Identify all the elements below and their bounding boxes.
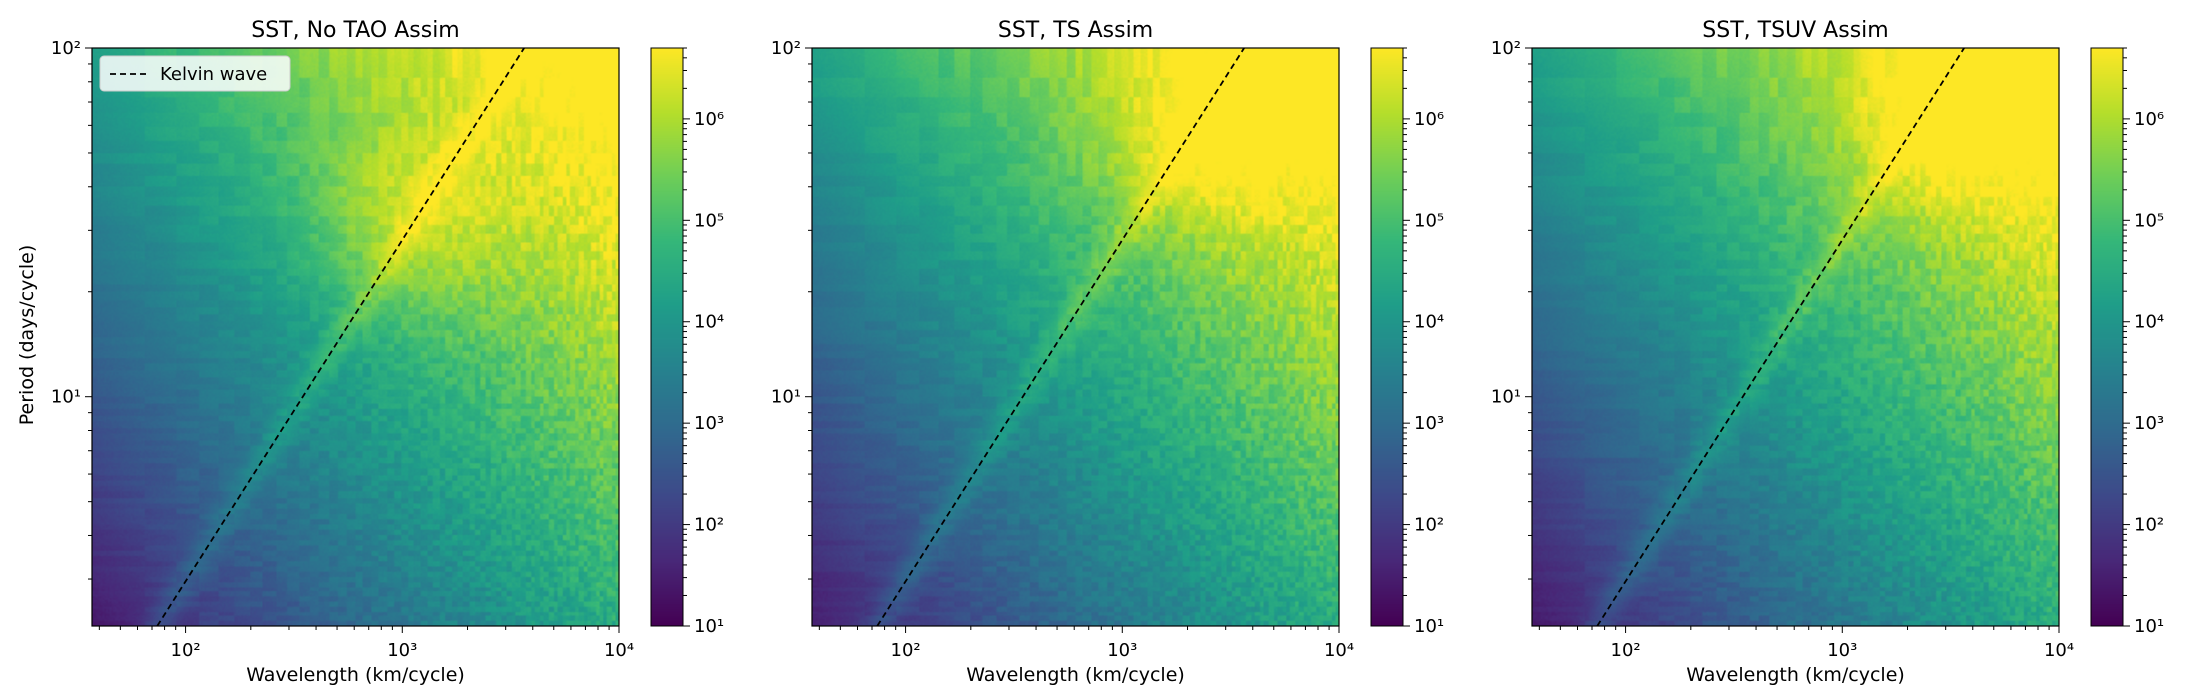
panel-2: 10² 10³ 10⁴ 10¹ 10² SST, TS Assim Wavelength (… bbox=[771, 18, 1444, 686]
heatmap-image bbox=[92, 48, 619, 626]
colorbar-tick-label: 10¹ bbox=[1414, 616, 1444, 637]
colorbar-tick-label: 10³ bbox=[1414, 413, 1444, 434]
x-tick-label: 10³ bbox=[387, 640, 417, 661]
panel-3: 10² 10³ 10⁴ 10¹ 10² SST, TSUV Assim Wavelength… bbox=[1491, 18, 2164, 686]
figure-ylabel: Period (days/cycle) bbox=[16, 245, 38, 425]
colorbar: 10¹ 10² 10³ 10⁴ 10⁵ 10⁶ bbox=[1370, 47, 1444, 637]
colorbar-tick-label: 10⁴ bbox=[1414, 312, 1444, 333]
colorbar-tick-label: 10⁴ bbox=[694, 312, 724, 333]
colorbar-tick-label: 10² bbox=[2134, 515, 2164, 536]
x-axis-label: Wavelength (km/cycle) bbox=[1686, 664, 1905, 686]
legend: Kelvin wave bbox=[99, 55, 291, 92]
colorbar-tick-label: 10⁴ bbox=[2134, 312, 2164, 333]
y-tick-label: 10² bbox=[1491, 38, 1521, 59]
colorbar-tick-label: 10³ bbox=[2134, 413, 2164, 434]
x-axis-label: Wavelength (km/cycle) bbox=[966, 664, 1185, 686]
y-tick-label: 10¹ bbox=[771, 387, 801, 408]
colorbar: 10¹ 10² 10³ 10⁴ 10⁵ 10⁶ bbox=[2090, 47, 2164, 637]
x-axis-label: Wavelength (km/cycle) bbox=[246, 664, 465, 686]
x-tick-label: 10² bbox=[1611, 640, 1641, 661]
colorbar-tick-label: 10⁶ bbox=[1414, 109, 1444, 130]
legend-label: Kelvin wave bbox=[160, 64, 267, 85]
colorbar-tick-label: 10¹ bbox=[2134, 616, 2164, 637]
panel-title: SST, TSUV Assim bbox=[1702, 18, 1888, 43]
panel-title: SST, No TAO Assim bbox=[251, 18, 459, 43]
x-tick-label: 10³ bbox=[1827, 640, 1857, 661]
y-tick-label: 10² bbox=[771, 38, 801, 59]
y-tick-label: 10¹ bbox=[1491, 387, 1521, 408]
x-tick-label: 10⁴ bbox=[2044, 640, 2074, 661]
kelvin-wave-line bbox=[876, 47, 1245, 627]
colorbar-tick-label: 10³ bbox=[694, 413, 724, 434]
colorbar-tick-label: 10² bbox=[694, 515, 724, 536]
axes-frame bbox=[1531, 47, 2060, 627]
kelvin-wave-line bbox=[1596, 47, 1965, 627]
axes-frame bbox=[811, 47, 1340, 627]
y-tick-label: 10² bbox=[51, 38, 81, 59]
x-tick-label: 10⁴ bbox=[604, 640, 634, 661]
colorbar-tick-label: 10⁶ bbox=[694, 109, 724, 130]
heatmap-image bbox=[1532, 48, 2059, 626]
colorbar: 10¹ 10² 10³ 10⁴ 10⁵ 10⁶ bbox=[650, 47, 724, 637]
colorbar-tick-label: 10⁵ bbox=[1414, 210, 1444, 231]
panel-title: SST, TS Assim bbox=[998, 18, 1153, 43]
y-tick-label: 10¹ bbox=[51, 387, 81, 408]
x-tick-label: 10² bbox=[891, 640, 921, 661]
x-tick-label: 10² bbox=[171, 640, 201, 661]
axes-frame bbox=[91, 47, 620, 627]
heatmap-image bbox=[812, 48, 1339, 626]
colorbar-tick-label: 10⁵ bbox=[694, 210, 724, 231]
colorbar-tick-label: 10² bbox=[1414, 515, 1444, 536]
x-tick-label: 10³ bbox=[1107, 640, 1137, 661]
legend-box bbox=[99, 55, 291, 92]
panel-1: 10² 10³ 10⁴ 10¹ 10² SST, No TAO Assim Waveleng… bbox=[51, 18, 724, 686]
colorbar-gradient bbox=[1371, 48, 1403, 626]
kelvin-wave-line bbox=[156, 47, 525, 627]
x-tick-label: 10⁴ bbox=[1324, 640, 1354, 661]
colorbar-tick-label: 10⁶ bbox=[2134, 109, 2164, 130]
colorbar-tick-label: 10⁵ bbox=[2134, 210, 2164, 231]
colorbar-tick-label: 10¹ bbox=[694, 616, 724, 637]
colorbar-gradient bbox=[2091, 48, 2123, 626]
colorbar-gradient bbox=[651, 48, 683, 626]
